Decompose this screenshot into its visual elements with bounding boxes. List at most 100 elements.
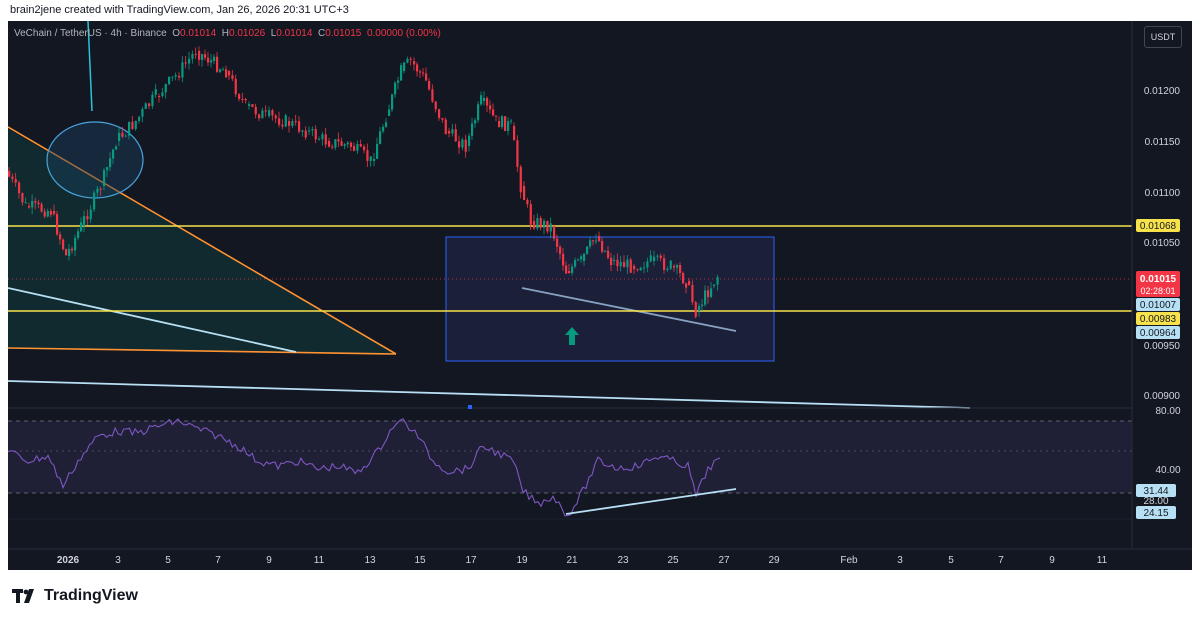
candle-body [294, 121, 297, 123]
close-value: 0.01015 [325, 28, 362, 39]
candle-body [288, 121, 291, 126]
candle-body [83, 216, 86, 226]
candle-body [43, 211, 46, 217]
candle-body [616, 259, 619, 267]
candle-body [425, 73, 428, 81]
price-tick: 0.01050 [1144, 238, 1181, 249]
candle-body [471, 123, 474, 136]
candle-body [571, 266, 574, 274]
candle-body [228, 71, 231, 76]
rsi-line[interactable] [8, 418, 721, 517]
price-tick: 0.01100 [1145, 188, 1181, 199]
wedge-lower-line[interactable] [8, 347, 397, 355]
candle-body [704, 290, 707, 305]
candle-body [583, 253, 586, 261]
candle-body [577, 259, 580, 261]
candle-body [510, 120, 513, 122]
rsi-trendline[interactable] [565, 488, 737, 515]
trendline-badge-1 [1136, 298, 1180, 311]
price-tick: 0.01150 [1145, 137, 1181, 148]
candle-body [234, 78, 237, 95]
rsi-axis[interactable]: 80.00 40.00 31.44 28.00 24.15 [1136, 406, 1181, 519]
time-tick: 3 [115, 555, 121, 566]
candle-body [458, 141, 461, 148]
candle-body [248, 104, 251, 106]
chart-canvas[interactable]: 0.01200 0.01150 0.01100 0.01050 0.00950 … [8, 21, 1192, 570]
currency-button[interactable]: USDT [1144, 26, 1182, 48]
candle-body [480, 95, 483, 105]
time-axis[interactable]: 2026 3 5 7 9 11 13 15 17 19 21 23 25 27 … [57, 555, 1108, 566]
trendline-wedge-low[interactable] [521, 287, 737, 332]
candle-body [274, 115, 277, 119]
candle-body [549, 223, 552, 232]
candle-body [698, 306, 701, 311]
current-price-badge [1136, 271, 1180, 297]
candle-body [109, 158, 112, 168]
time-tick: Feb [840, 555, 858, 566]
wedge-upper-line[interactable] [8, 126, 397, 355]
price-axis[interactable]: 0.01200 0.01150 0.01100 0.01050 0.00950 … [1144, 86, 1181, 402]
candle-body [507, 121, 510, 131]
arrow-up-icon[interactable] [565, 327, 579, 345]
candle-body [8, 171, 11, 177]
candle-body [659, 255, 662, 259]
candle-body [46, 211, 49, 217]
candle-body [74, 237, 77, 251]
range-box[interactable] [445, 236, 775, 362]
high-label: H [221, 28, 229, 39]
spike-line [87, 21, 93, 112]
attribution-text: brain2jene created with TradingView.com,… [10, 4, 349, 16]
support-badge-label: 0.00983 [1140, 314, 1177, 325]
candle-body [454, 129, 457, 142]
candle-body [406, 58, 409, 63]
candle-body [574, 260, 577, 267]
candle-body [388, 109, 391, 116]
candle-body [34, 200, 37, 203]
candle-body [682, 272, 685, 284]
candle-body [18, 182, 21, 194]
candle-body [536, 218, 539, 229]
symbol-info-bar[interactable]: VeChain / TetherUS · 4h · Binance O0.010… [14, 28, 441, 39]
time-tick: 23 [617, 555, 629, 566]
candle-body [373, 158, 376, 161]
candle-body [543, 220, 546, 228]
candle-body [284, 115, 287, 127]
time-tick: 21 [566, 555, 578, 566]
candle-body [464, 139, 467, 152]
candle-body [504, 116, 507, 131]
time-tick: 3 [897, 555, 903, 566]
candle-body [68, 248, 71, 256]
chart-frame[interactable]: 0.01200 0.01150 0.01100 0.01050 0.00950 … [8, 21, 1192, 570]
candle-body [281, 124, 284, 127]
candle-body [244, 99, 247, 101]
candle-body [629, 259, 632, 273]
time-tick: 7 [215, 555, 221, 566]
tradingview-footer: TradingView [12, 585, 138, 607]
candle-body [434, 101, 437, 110]
candle-body [431, 89, 434, 102]
candle-body [394, 82, 397, 95]
candle-body [134, 120, 137, 129]
candle-body [601, 241, 604, 252]
candle-body [366, 150, 369, 161]
candle-body [271, 110, 274, 116]
trendline-badge-2-label: 0.00964 [1140, 328, 1177, 339]
pane-handle[interactable] [468, 405, 472, 409]
candle-body [340, 141, 343, 146]
candle-body [633, 266, 636, 270]
candle-body [391, 94, 394, 110]
candle-body [413, 61, 416, 65]
candle-body [328, 141, 331, 147]
current-price-label: 0.01015 [1140, 274, 1177, 285]
change-value: 0.00000 (0.00%) [366, 28, 441, 39]
symbol-title[interactable]: VeChain / TetherUS · 4h · Binance [14, 28, 167, 39]
candle-body [24, 202, 27, 204]
candle-body [62, 239, 65, 250]
candle-body [636, 269, 639, 271]
candle-body [486, 98, 489, 106]
trendline-left[interactable] [8, 287, 297, 353]
candle-body [56, 214, 59, 235]
trendline-badge-2 [1136, 326, 1180, 339]
trendline-long[interactable] [8, 380, 971, 409]
candle-body [519, 166, 522, 193]
